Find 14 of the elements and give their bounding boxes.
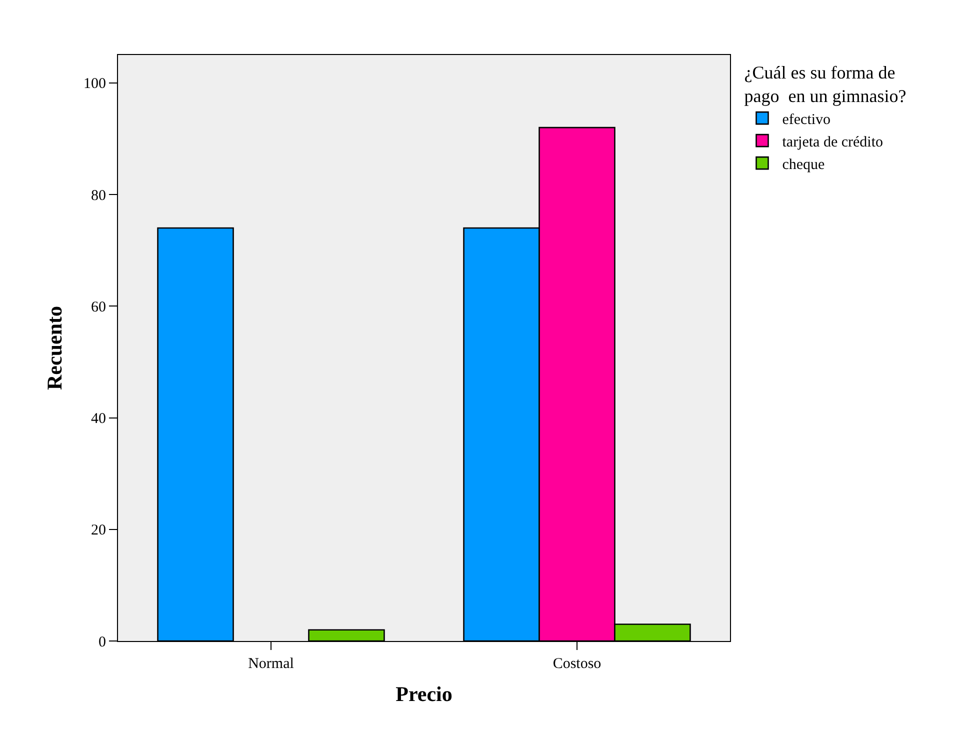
y-tick-label: 20	[91, 522, 106, 539]
y-tick-label: 0	[98, 634, 106, 650]
x-tick-label: Normal	[248, 656, 294, 672]
y-tick-label: 100	[84, 76, 106, 92]
legend-label: efectivo	[782, 112, 831, 128]
legend-label: tarjeta de crédito	[782, 134, 884, 150]
y-tick-label: 60	[91, 299, 106, 316]
y-axis-title: Recuento	[42, 306, 67, 390]
y-tick-label: 80	[91, 188, 106, 204]
legend-title: ¿Cuál es su forma de pago en un gimnasio?	[744, 62, 906, 106]
legend-label: cheque	[782, 156, 826, 173]
x-axis-title: Precio	[396, 682, 452, 706]
x-tick-label: Costoso	[552, 656, 602, 672]
y-tick-label: 40	[91, 411, 106, 428]
